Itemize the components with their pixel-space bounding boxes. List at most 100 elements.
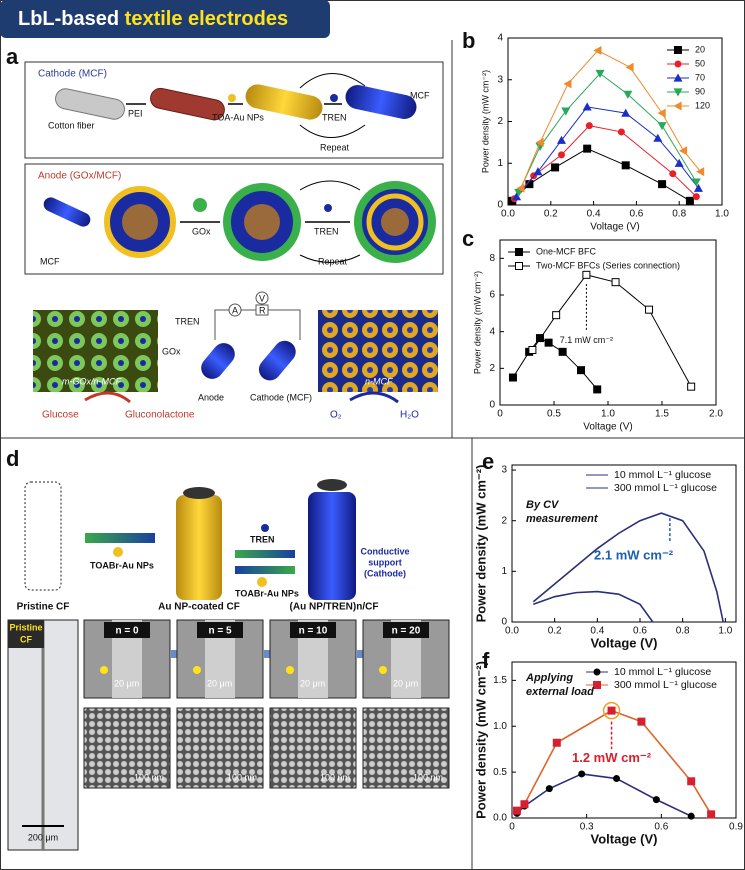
- marker: [687, 812, 695, 820]
- annotation: 2.1 mW cm⁻²: [594, 548, 674, 563]
- legend-label: 10 mmol L⁻¹ glucose: [614, 469, 711, 481]
- label: 100 nm: [413, 772, 443, 782]
- meter: [255, 291, 269, 305]
- label: 20 μm: [114, 678, 139, 688]
- fiber: [201, 343, 235, 379]
- y-tick-label: 1.0: [493, 721, 507, 732]
- marker: [286, 666, 294, 674]
- particle: [257, 577, 267, 587]
- legend-marker: [674, 46, 682, 54]
- annotation: measurement: [526, 513, 599, 525]
- y-tick-label: 0: [497, 200, 503, 211]
- label: (Cathode): [364, 568, 406, 578]
- marker: [379, 666, 387, 674]
- core: [381, 208, 409, 236]
- banner-highlight: textile electrodes: [125, 8, 288, 30]
- fiber: [55, 88, 125, 120]
- marker: [514, 188, 524, 197]
- nanotube-top: [183, 487, 215, 499]
- x-tick-label: 0.8: [676, 626, 690, 637]
- marker: [621, 161, 630, 170]
- nanotube: [176, 495, 222, 600]
- legend-marker: [673, 88, 683, 97]
- marker: [557, 135, 566, 144]
- y-tick-label: 1.5: [493, 675, 507, 686]
- particle: [228, 94, 236, 102]
- inset-label-bg: [8, 620, 44, 648]
- legend-marker: [515, 248, 523, 256]
- legend-label: One-MCF BFC: [536, 246, 597, 256]
- y-tick-label: 1: [501, 566, 507, 577]
- legend-marker: [673, 73, 683, 82]
- marker: [583, 144, 592, 153]
- marker: [508, 373, 517, 382]
- marker: [545, 785, 553, 793]
- x-axis-label: Voltage (V): [583, 422, 632, 433]
- x-tick-label: 0.9: [729, 822, 743, 833]
- label-bg: [104, 622, 150, 638]
- cycle-arrow: [299, 73, 366, 138]
- y-tick-label: 0.5: [493, 767, 507, 778]
- highlight: [602, 701, 621, 720]
- annotation: 7.1 mW cm⁻²: [560, 335, 613, 345]
- marker: [595, 69, 605, 78]
- particle: [261, 524, 269, 532]
- label: n = 20: [392, 626, 421, 637]
- label: Anode: [198, 392, 224, 402]
- y-tick-label: 2: [489, 363, 495, 374]
- panel-label: d: [6, 446, 19, 471]
- label: PEI: [128, 108, 143, 118]
- marker: [582, 270, 591, 279]
- y-axis-label: Power density (mW cm⁻²): [473, 465, 488, 623]
- arrow: [349, 391, 399, 404]
- y-tick-label: 8: [489, 253, 495, 264]
- y-tick-label: 6: [489, 290, 495, 301]
- marker: [533, 167, 543, 176]
- chart: 0 0.3 0.6 0.9 0.0 0.5 1.0 1.5 Voltage (V) Power d…: [473, 661, 743, 846]
- label: m-GOx/n-MCF: [62, 376, 121, 386]
- marker: [100, 666, 108, 674]
- label: 100 nm: [134, 772, 164, 782]
- label: n = 10: [299, 626, 328, 637]
- legend-marker: [593, 668, 601, 676]
- label: 100 nm: [227, 772, 257, 782]
- label: GOx: [162, 346, 181, 356]
- nanotube: [308, 492, 356, 600]
- plot-area: [511, 464, 737, 623]
- marker: [687, 777, 696, 786]
- label: n = 5: [208, 626, 232, 637]
- x-tick-label: 1.5: [655, 409, 669, 420]
- plot-area: [511, 661, 737, 819]
- label: 20 μm: [207, 678, 232, 688]
- annotation: Applying: [525, 672, 573, 684]
- legend-marker: [674, 60, 682, 68]
- particle: [330, 94, 338, 102]
- legend-label: Two-MCF BFCs (Series connection): [536, 260, 680, 270]
- marker: [657, 108, 666, 118]
- x-axis-label: Voltage (V): [591, 831, 658, 846]
- x-tick-label: 0.6: [654, 822, 668, 833]
- banner-title: LbL-based textile electrodes: [18, 8, 288, 30]
- fiber: [258, 340, 296, 381]
- micrograph: [318, 310, 438, 392]
- label: Cathode (MCF): [250, 392, 312, 402]
- label: H₂O: [400, 410, 419, 421]
- marker: [552, 311, 561, 320]
- cycle-arrow: [299, 180, 361, 263]
- marker: [512, 806, 521, 815]
- label: TREN: [314, 226, 339, 236]
- x-tick-label: 1.0: [601, 409, 615, 420]
- marker: [621, 108, 631, 117]
- x-tick-label: 0.2: [548, 626, 562, 637]
- label: MCF: [40, 256, 60, 266]
- x-tick-label: 0.6: [633, 626, 647, 637]
- core: [122, 204, 158, 240]
- marker: [528, 346, 537, 354]
- series-line: [533, 590, 654, 623]
- x-tick-label: 0: [497, 409, 503, 420]
- marker: [653, 133, 663, 142]
- x-tick-label: 2.0: [709, 409, 723, 420]
- marker: [645, 305, 654, 314]
- label: Cotton fiber: [48, 120, 95, 130]
- x-tick-label: 0.6: [629, 209, 643, 220]
